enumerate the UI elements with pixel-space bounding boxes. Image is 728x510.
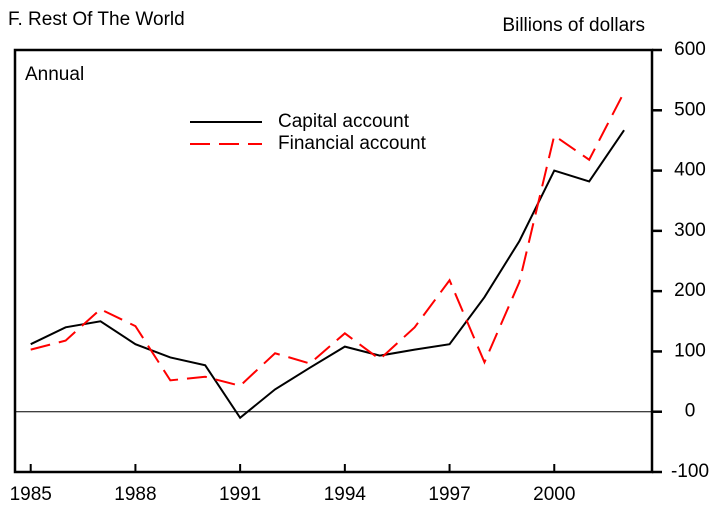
legend-label: Financial account [278,133,427,154]
x-tick-label: 1985 [10,484,52,505]
x-tick-label: 1994 [324,484,367,505]
series-line [30,129,625,420]
y-tick-label: 200 [674,280,706,301]
y-axis-label: Billions of dollars [502,15,645,36]
annotation: Annual [25,64,84,85]
x-tick-label: 1997 [428,484,470,505]
chart-title: F. Rest Of The World [8,9,185,30]
x-tick-label: 1991 [219,484,261,505]
y-tick-label: 300 [674,220,706,241]
y-tick-label: -100 [671,461,709,482]
y-tick-label: 400 [674,160,706,181]
y-tick-label: 100 [674,340,706,361]
legend-label: Capital account [278,111,410,132]
x-tick-label: 1988 [114,484,156,505]
y-tick-label: 500 [674,99,706,120]
y-tick-label: 600 [674,39,706,60]
y-tick-label: 0 [685,401,696,422]
series-line [30,91,625,387]
x-tick-label: 2000 [533,484,575,505]
plot-frame [13,48,654,474]
